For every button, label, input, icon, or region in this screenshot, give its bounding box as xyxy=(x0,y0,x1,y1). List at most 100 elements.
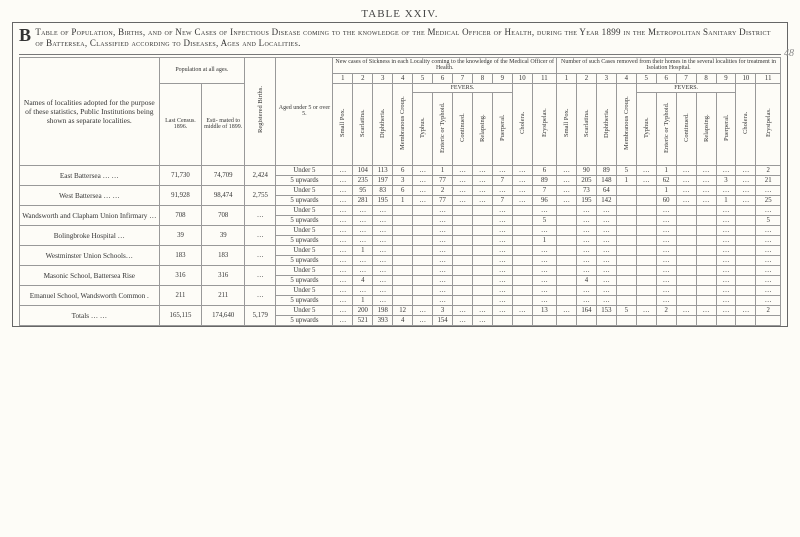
age-under5: Under 5 xyxy=(276,266,333,276)
data-cell: 3 xyxy=(716,176,736,186)
data-cell: … xyxy=(492,266,512,276)
lbl: Erysipelas. xyxy=(541,89,548,157)
pop-cell: 2,755 xyxy=(245,186,276,206)
data-cell: … xyxy=(472,176,492,186)
data-cell: … xyxy=(756,236,781,246)
hdr-colnum: 9 xyxy=(716,73,736,83)
pop-cell: 39 xyxy=(159,226,202,246)
data-cell: … xyxy=(736,166,756,176)
data-cell: … xyxy=(373,286,393,296)
data-cell: … xyxy=(453,166,473,176)
data-cell: 90 xyxy=(576,166,596,176)
data-cell: … xyxy=(756,286,781,296)
caption-text: of Population, Births, and of New Cases … xyxy=(35,27,770,48)
data-cell xyxy=(616,316,636,326)
data-cell: 89 xyxy=(532,176,556,186)
pop-cell: … xyxy=(245,206,276,226)
hdr-colnum: 3 xyxy=(373,73,393,83)
data-cell: 1 xyxy=(532,236,556,246)
hdr-disease-10-b: Cholera. xyxy=(736,83,756,166)
data-cell: 7 xyxy=(492,176,512,186)
data-cell: … xyxy=(353,286,373,296)
data-cell xyxy=(512,276,532,286)
age-5up: 5 upwards xyxy=(276,196,333,206)
data-cell xyxy=(512,216,532,226)
data-cell: … xyxy=(696,306,716,316)
data-cell: … xyxy=(656,286,676,296)
data-cell: … xyxy=(333,256,353,266)
data-cell: … xyxy=(373,266,393,276)
data-cell xyxy=(557,296,577,306)
hdr-fevers-b: FEVERS. xyxy=(636,83,736,93)
data-cell: … xyxy=(532,246,556,256)
data-cell xyxy=(576,316,596,326)
data-cell: 2 xyxy=(756,306,781,316)
pop-cell: … xyxy=(245,226,276,246)
data-cell xyxy=(453,216,473,226)
data-cell: … xyxy=(716,306,736,316)
data-cell xyxy=(557,236,577,246)
data-cell: … xyxy=(373,256,393,266)
data-cell: … xyxy=(696,166,716,176)
data-cell xyxy=(472,296,492,306)
data-cell xyxy=(736,236,756,246)
data-cell xyxy=(636,226,656,236)
data-cell: … xyxy=(373,276,393,286)
totals-pop: 5,179 xyxy=(245,306,276,326)
hdr-colnum: 2 xyxy=(576,73,596,83)
hdr-disease-11-a: Erysipelas. xyxy=(532,83,556,166)
data-cell: … xyxy=(512,306,532,316)
data-cell xyxy=(676,206,696,216)
hdr-disease-2-a: Scarlatina. xyxy=(353,83,373,166)
data-cell: … xyxy=(453,186,473,196)
data-cell xyxy=(736,256,756,266)
data-cell: … xyxy=(756,266,781,276)
hdr-disease-4-a: Membranous Croup. xyxy=(393,83,413,166)
data-cell: … xyxy=(557,306,577,316)
age-under5: Under 5 xyxy=(276,226,333,236)
hdr-colnum: 8 xyxy=(472,73,492,83)
hdr-removed: Number of such Cases removed from their … xyxy=(557,57,781,73)
data-cell: … xyxy=(596,256,616,266)
data-cell xyxy=(616,206,636,216)
data-cell xyxy=(676,236,696,246)
age-5up: 5 upwards xyxy=(276,276,333,286)
data-cell: … xyxy=(676,196,696,206)
hdr-fever-7-a: Continued. xyxy=(453,93,473,166)
data-cell xyxy=(453,286,473,296)
data-cell: … xyxy=(433,216,453,226)
hdr-disease-3-a: Diphtheria. xyxy=(373,83,393,166)
data-cell xyxy=(696,276,716,286)
age-5up: 5 upwards xyxy=(276,216,333,226)
data-cell xyxy=(512,296,532,306)
age-5up: 5 upwards xyxy=(276,256,333,266)
age-under5: Under 5 xyxy=(276,246,333,256)
data-cell: … xyxy=(433,206,453,216)
data-cell: … xyxy=(557,196,577,206)
hdr-disease-3-b: Diphtheria. xyxy=(596,83,616,166)
data-cell xyxy=(636,196,656,206)
data-cell: … xyxy=(333,236,353,246)
age-5up: 5 upwards xyxy=(276,316,333,326)
totals-label: Totals … … xyxy=(20,306,160,326)
data-cell xyxy=(676,246,696,256)
data-cell: … xyxy=(656,276,676,286)
hdr-disease-11-b: Erysipelas. xyxy=(756,83,781,166)
data-cell: 1 xyxy=(656,166,676,176)
data-cell xyxy=(736,216,756,226)
data-cell xyxy=(393,236,413,246)
data-cell xyxy=(636,296,656,306)
hdr-fever-7-b: Continued. xyxy=(676,93,696,166)
data-cell: 2 xyxy=(433,186,453,196)
lbl: Puerperal. xyxy=(499,94,506,162)
hdr-colnum: 3 xyxy=(596,73,616,83)
data-cell: … xyxy=(353,236,373,246)
data-cell: … xyxy=(333,166,353,176)
table-number: TABLE XXIV. xyxy=(12,8,788,20)
data-cell xyxy=(512,286,532,296)
hdr-estimated: Esti- mated to middle of 1899. xyxy=(202,83,245,166)
pop-cell: 91,928 xyxy=(159,186,202,206)
lbl: Continued. xyxy=(683,94,690,162)
lbl: Small Pox. xyxy=(339,89,346,157)
data-cell xyxy=(393,246,413,256)
